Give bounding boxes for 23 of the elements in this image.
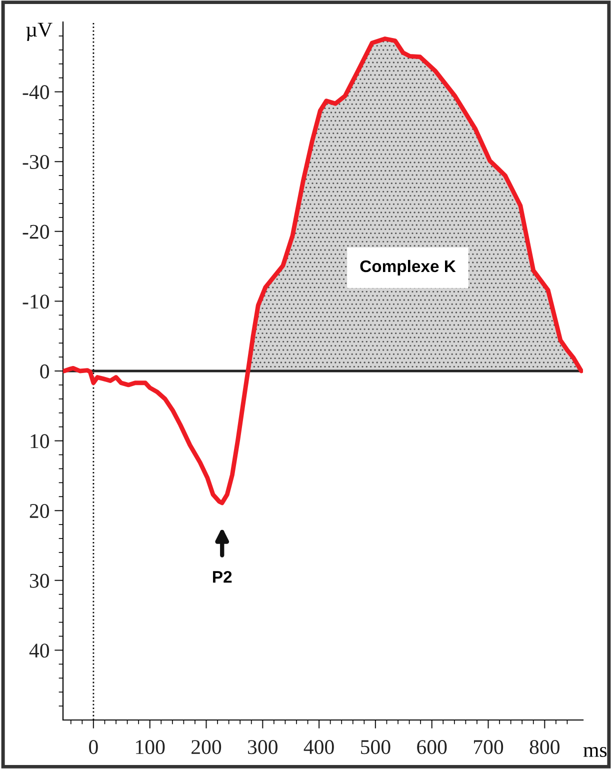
y-tick-label: -40 [22, 85, 50, 100]
x-axis-title: ms [583, 746, 607, 757]
x-tick-label: 100 [136, 740, 165, 754]
x-tick-label: 300 [248, 740, 278, 754]
line-series [63, 36, 583, 506]
annotation: Complexe K [360, 260, 456, 276]
y-tick-label: 10 [30, 434, 50, 448]
y-tick-label: -30 [22, 154, 50, 170]
x-tick-label: 700 [474, 740, 504, 754]
x-tick-label: 0 [89, 740, 98, 754]
y-tick-label: 20 [30, 504, 50, 518]
y-tick-label: 40 [29, 644, 50, 658]
y-tick-label: 30 [30, 574, 50, 588]
x-tick-label: 400 [304, 740, 334, 754]
y-tick-label: -20 [22, 224, 50, 239]
x-tick-label: 800 [530, 740, 560, 754]
y-axis-title: µV [26, 22, 52, 41]
x-tick-label: 600 [417, 740, 447, 754]
x-tick-label: 200 [192, 740, 222, 754]
y-tick-label: -10 [22, 294, 50, 309]
y-tick-label: 0 [40, 364, 50, 378]
x-tick-label: 500 [361, 740, 390, 754]
annotation: P2 [213, 570, 232, 583]
